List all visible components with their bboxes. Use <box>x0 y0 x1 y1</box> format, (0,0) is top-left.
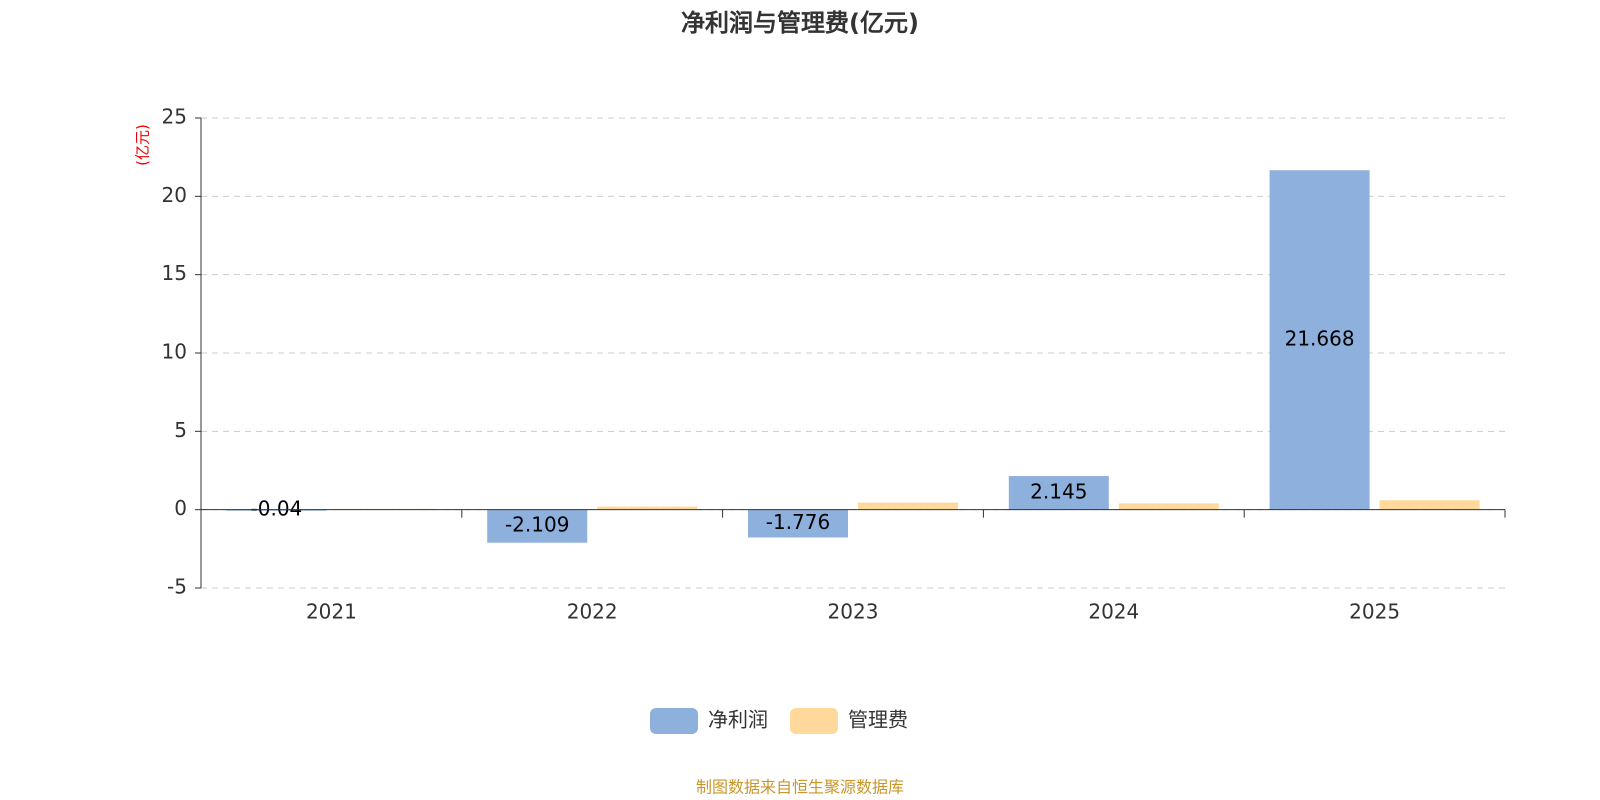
y-tick-label: 10 <box>162 340 187 364</box>
bar <box>487 509 588 543</box>
data-label: -0.04 <box>251 496 303 520</box>
bar <box>1118 503 1219 510</box>
y-tick-label: 0 <box>174 496 187 520</box>
data-label: -2.109 <box>505 513 569 537</box>
x-tick-label: 2021 <box>306 600 357 624</box>
x-tick-label: 2022 <box>567 600 618 624</box>
legend-label: 净利润 <box>708 708 768 732</box>
y-tick-label: 25 <box>162 105 187 129</box>
y-tick-label: -5 <box>167 575 187 599</box>
source-note: 制图数据来自恒生聚源数据库 <box>696 778 904 797</box>
x-tick-label: 2024 <box>1088 600 1139 624</box>
x-tick-label: 2025 <box>1349 600 1400 624</box>
legend-swatch <box>650 708 698 734</box>
bar <box>1008 476 1109 510</box>
bar <box>858 502 958 510</box>
y-axis-label: (亿元) <box>134 124 152 166</box>
data-label: 2.145 <box>1030 479 1087 503</box>
y-tick-label: 20 <box>162 183 187 207</box>
y-tick-label: 5 <box>174 418 187 442</box>
bar <box>597 506 698 510</box>
legend-label: 管理费 <box>848 708 908 732</box>
x-tick-label: 2023 <box>828 600 879 624</box>
data-label: 21.668 <box>1285 326 1355 350</box>
legend-swatch <box>790 708 838 734</box>
chart-title: 净利润与管理费(亿元) <box>681 9 919 37</box>
bar <box>1379 500 1480 510</box>
data-label: -1.776 <box>766 510 830 534</box>
bar <box>748 509 848 538</box>
y-tick-label: 15 <box>162 261 187 285</box>
bar <box>1269 170 1370 510</box>
